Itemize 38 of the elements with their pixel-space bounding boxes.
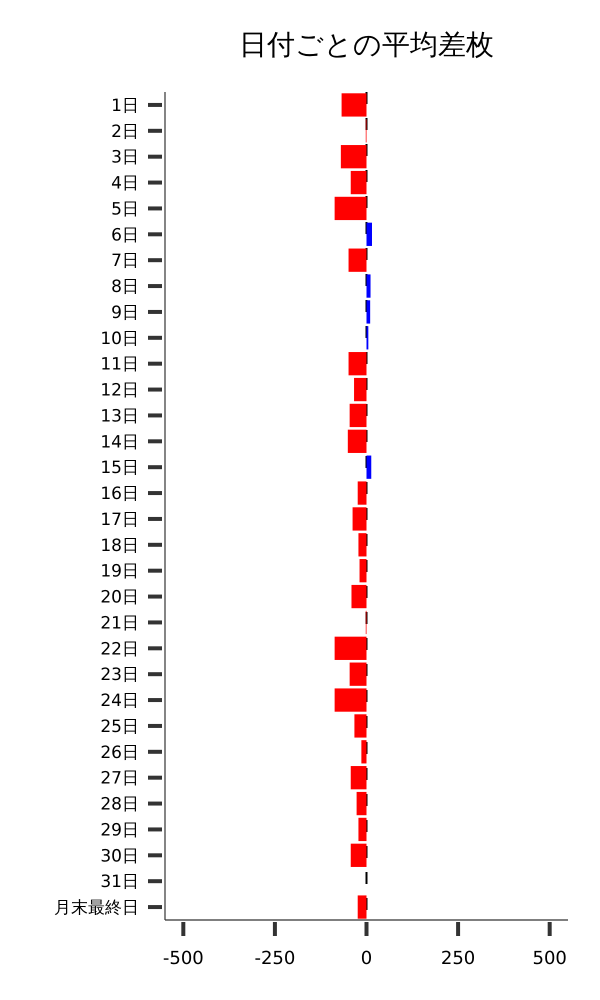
y-tick-label: 29日 xyxy=(100,820,139,840)
x-tick-label: -250 xyxy=(254,948,296,969)
y-tick-label: 30日 xyxy=(100,846,139,866)
y-tick-label: 22日 xyxy=(100,639,139,660)
y-tick-label: 10日 xyxy=(100,328,139,349)
y-tick-label: 13日 xyxy=(100,406,139,426)
x-tick-label: -500 xyxy=(162,948,204,969)
y-tick-label: 17日 xyxy=(100,510,139,530)
y-tick-label: 20日 xyxy=(100,588,139,608)
y-tick-label: 16日 xyxy=(100,484,139,504)
y-tick-label: 14日 xyxy=(100,432,139,452)
y-tick-label: 28日 xyxy=(100,794,139,815)
y-tick-label: 6日 xyxy=(111,225,139,246)
y-tick-label: 4日 xyxy=(111,174,139,194)
y-tick-label: 12日 xyxy=(100,380,139,401)
y-tick-label: 2日 xyxy=(111,122,139,142)
y-tick-label: 月末最終日 xyxy=(54,898,139,918)
y-tick-label: 24日 xyxy=(100,691,139,712)
y-tick-label: 31日 xyxy=(100,872,139,892)
y-tick-label: 3日 xyxy=(111,148,139,168)
y-tick-label: 19日 xyxy=(100,562,139,582)
y-tick-label: 9日 xyxy=(111,302,139,323)
x-tick-label: 500 xyxy=(532,948,567,969)
y-tick-label: 27日 xyxy=(100,768,139,789)
y-tick-label: 18日 xyxy=(100,536,139,556)
x-tick-label: 250 xyxy=(440,948,476,969)
y-tick-label: 26日 xyxy=(100,742,139,763)
chart-title: 日付ごとの平均差枚 xyxy=(239,28,494,61)
y-tick-label: 23日 xyxy=(100,665,139,686)
y-tick-label: 5日 xyxy=(111,199,139,220)
x-tick-label: 0 xyxy=(360,948,372,969)
y-tick-label: 15日 xyxy=(100,458,139,478)
y-tick-label: 21日 xyxy=(100,613,139,634)
y-tick-label: 7日 xyxy=(111,251,139,272)
y-tick-label: 25日 xyxy=(100,716,139,737)
y-tick-label: 1日 xyxy=(111,96,139,116)
y-tick-label: 8日 xyxy=(111,277,139,298)
y-tick-label: 11日 xyxy=(100,354,139,375)
